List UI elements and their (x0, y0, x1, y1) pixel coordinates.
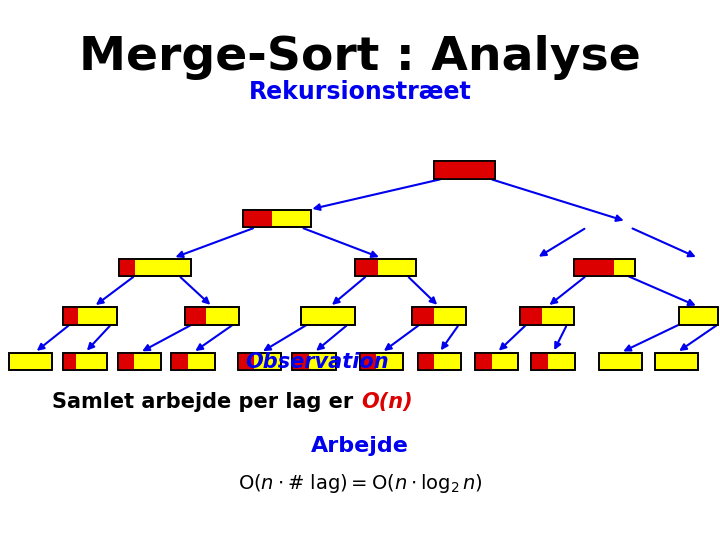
Bar (412, 307, 467, 325)
Bar (118, 353, 135, 370)
Bar (292, 353, 336, 370)
Bar (243, 210, 271, 227)
Bar (475, 353, 518, 370)
Text: Observation: Observation (245, 352, 389, 372)
Bar (63, 307, 117, 325)
Bar (360, 353, 403, 370)
Bar (679, 307, 719, 325)
Bar (238, 353, 281, 370)
Text: Rekursionstræet: Rekursionstræet (248, 80, 472, 104)
Bar (292, 353, 309, 370)
Bar (63, 307, 78, 325)
Bar (531, 353, 548, 370)
Bar (355, 259, 416, 276)
Bar (186, 307, 239, 325)
Bar (171, 353, 188, 370)
Bar (521, 307, 542, 325)
Bar (119, 259, 135, 276)
Bar (355, 259, 416, 276)
Bar (63, 353, 107, 370)
Bar (119, 259, 191, 276)
Bar (118, 353, 161, 370)
Bar (433, 161, 495, 179)
Bar (418, 353, 461, 370)
Bar (243, 210, 311, 227)
Bar (575, 259, 635, 276)
Bar (171, 353, 215, 370)
Bar (521, 307, 575, 325)
Text: O(n): O(n) (361, 392, 413, 413)
Bar (575, 259, 614, 276)
Bar (655, 353, 698, 370)
Bar (238, 353, 254, 370)
Bar (186, 307, 206, 325)
Bar (63, 307, 117, 325)
Bar (531, 353, 575, 370)
Text: $\mathrm{O}(n \cdot \#\ \mathrm{lag}) = \mathrm{O}(n \cdot \log_2 n)$: $\mathrm{O}(n \cdot \#\ \mathrm{lag}) = … (238, 472, 482, 495)
Bar (360, 353, 377, 370)
Bar (238, 353, 281, 370)
Text: Merge-Sort : Analyse: Merge-Sort : Analyse (79, 35, 641, 80)
Bar (171, 353, 215, 370)
Bar (412, 307, 433, 325)
Bar (475, 353, 518, 370)
Bar (412, 307, 467, 325)
Bar (118, 353, 161, 370)
Bar (63, 353, 107, 370)
Bar (119, 259, 191, 276)
Text: Samlet arbejde per lag er: Samlet arbejde per lag er (52, 392, 360, 413)
Bar (292, 353, 336, 370)
Bar (301, 307, 355, 325)
Bar (355, 259, 378, 276)
Bar (243, 210, 311, 227)
Bar (9, 353, 52, 370)
Bar (63, 353, 76, 370)
Bar (521, 307, 575, 325)
Bar (599, 353, 642, 370)
Bar (575, 259, 635, 276)
Bar (418, 353, 461, 370)
Bar (599, 353, 642, 370)
Bar (475, 353, 492, 370)
Bar (679, 307, 719, 325)
Bar (186, 307, 239, 325)
Bar (531, 353, 575, 370)
Bar (418, 353, 434, 370)
Bar (9, 353, 52, 370)
Bar (433, 161, 495, 179)
Bar (301, 307, 355, 325)
Text: Arbejde: Arbejde (311, 435, 409, 456)
Bar (433, 161, 495, 179)
Bar (360, 353, 403, 370)
Bar (655, 353, 698, 370)
